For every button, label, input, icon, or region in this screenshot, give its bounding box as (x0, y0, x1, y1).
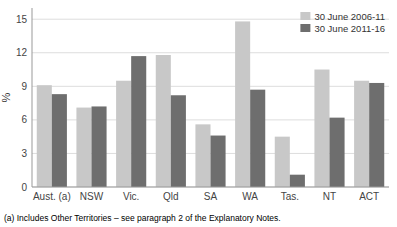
y-tick-label: 9 (21, 81, 27, 92)
x-tick-label: Aust. (a) (33, 191, 71, 202)
y-tick-label: 12 (16, 47, 28, 58)
chart: 0 3 6 9 12 15% Aust. (a) NSW Vic. Qld SA WA Tas. NT AC… (0, 0, 397, 227)
bar (156, 55, 171, 187)
y-tick-label: 15 (16, 14, 28, 25)
bar (369, 83, 384, 187)
grid-line (32, 187, 389, 188)
legend-swatch (300, 12, 310, 20)
legend-label: 30 June 2011-16 (314, 23, 385, 34)
x-tick-label: NT (323, 191, 336, 202)
bar (211, 136, 226, 187)
bar (275, 137, 290, 187)
grid-line (32, 52, 389, 53)
bar (76, 108, 91, 187)
y-tick-label: 0 (21, 182, 27, 193)
bar (314, 70, 329, 187)
bar (195, 124, 210, 187)
x-tick-label: SA (204, 191, 218, 202)
bar (354, 81, 369, 187)
legend-swatch (300, 24, 310, 32)
grid-line (32, 86, 389, 87)
y-tick-label: 3 (21, 148, 27, 159)
x-tick-label: WA (242, 191, 258, 202)
x-tick-label: ACT (359, 191, 379, 202)
x-tick-label: Tas. (281, 191, 299, 202)
legend-label: 30 June 2006-11 (314, 11, 385, 22)
x-axis-line (32, 187, 389, 188)
x-tick-label: NSW (80, 191, 104, 202)
bar (171, 95, 186, 187)
y-axis-label: % (0, 92, 12, 102)
legend: 30 June 2006-1130 June 2011-16 (300, 11, 385, 34)
bars (37, 21, 384, 187)
bar (235, 21, 250, 187)
bar (290, 175, 305, 187)
x-tick-label: Vic. (123, 191, 140, 202)
y-tick-label: 6 (21, 114, 27, 125)
x-tick-label: Qld (163, 191, 179, 202)
bar (37, 85, 52, 187)
footnote: (a) Includes Other Territories – see par… (4, 213, 281, 223)
y-axis-line (32, 8, 33, 187)
bar (116, 81, 131, 187)
bar (92, 106, 107, 187)
bar (131, 56, 146, 187)
bar (330, 118, 345, 187)
bar (52, 94, 67, 187)
bar (250, 90, 265, 187)
